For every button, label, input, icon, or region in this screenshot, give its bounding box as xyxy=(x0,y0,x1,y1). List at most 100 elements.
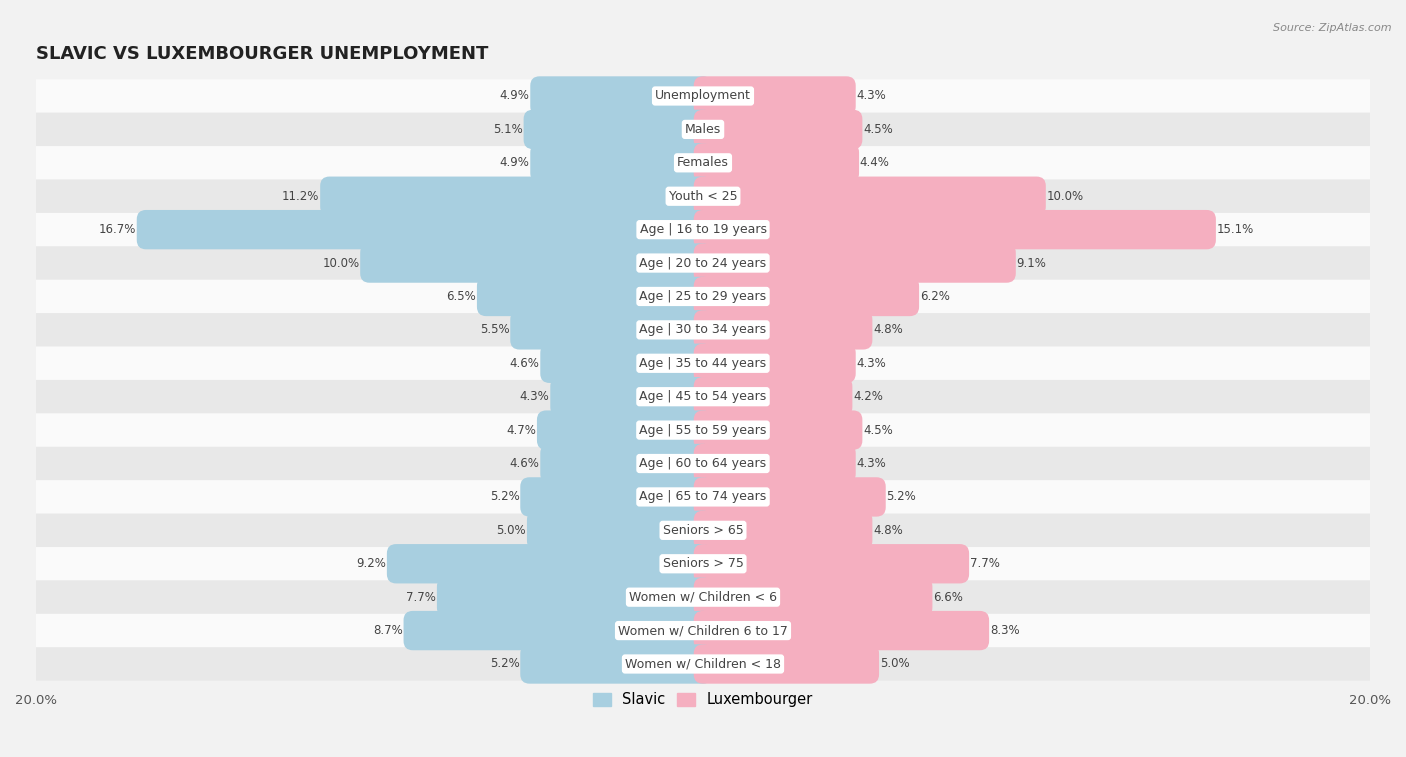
Text: 6.6%: 6.6% xyxy=(934,590,963,603)
Text: Seniors > 75: Seniors > 75 xyxy=(662,557,744,570)
Text: 5.2%: 5.2% xyxy=(489,658,520,671)
Text: Age | 60 to 64 years: Age | 60 to 64 years xyxy=(640,457,766,470)
Text: Age | 45 to 54 years: Age | 45 to 54 years xyxy=(640,390,766,403)
Text: Males: Males xyxy=(685,123,721,136)
Text: 8.7%: 8.7% xyxy=(373,624,404,637)
FancyBboxPatch shape xyxy=(693,277,920,316)
FancyBboxPatch shape xyxy=(693,176,1046,216)
FancyBboxPatch shape xyxy=(530,143,713,182)
Text: 4.6%: 4.6% xyxy=(510,357,540,369)
Text: 4.5%: 4.5% xyxy=(863,424,893,437)
FancyBboxPatch shape xyxy=(523,110,713,149)
FancyBboxPatch shape xyxy=(530,76,713,116)
FancyBboxPatch shape xyxy=(693,410,862,450)
Text: 4.6%: 4.6% xyxy=(510,457,540,470)
FancyBboxPatch shape xyxy=(37,79,1369,113)
FancyBboxPatch shape xyxy=(37,347,1369,380)
Text: SLAVIC VS LUXEMBOURGER UNEMPLOYMENT: SLAVIC VS LUXEMBOURGER UNEMPLOYMENT xyxy=(37,45,488,64)
FancyBboxPatch shape xyxy=(37,581,1369,614)
Text: 4.9%: 4.9% xyxy=(499,156,530,170)
Text: 5.2%: 5.2% xyxy=(489,491,520,503)
FancyBboxPatch shape xyxy=(693,143,859,182)
Text: 11.2%: 11.2% xyxy=(283,190,319,203)
Text: 6.5%: 6.5% xyxy=(447,290,477,303)
Legend: Slavic, Luxembourger: Slavic, Luxembourger xyxy=(588,687,818,713)
FancyBboxPatch shape xyxy=(693,377,852,416)
FancyBboxPatch shape xyxy=(537,410,713,450)
Text: 4.8%: 4.8% xyxy=(873,323,903,336)
FancyBboxPatch shape xyxy=(37,547,1369,581)
FancyBboxPatch shape xyxy=(520,644,713,684)
Text: 9.2%: 9.2% xyxy=(356,557,387,570)
FancyBboxPatch shape xyxy=(360,243,713,282)
FancyBboxPatch shape xyxy=(527,511,713,550)
FancyBboxPatch shape xyxy=(510,310,713,350)
Text: Women w/ Children < 18: Women w/ Children < 18 xyxy=(626,658,780,671)
FancyBboxPatch shape xyxy=(437,578,713,617)
Text: 10.0%: 10.0% xyxy=(1046,190,1084,203)
FancyBboxPatch shape xyxy=(37,514,1369,547)
FancyBboxPatch shape xyxy=(37,280,1369,313)
Text: 5.0%: 5.0% xyxy=(880,658,910,671)
FancyBboxPatch shape xyxy=(37,146,1369,179)
Text: 5.1%: 5.1% xyxy=(494,123,523,136)
Text: 5.2%: 5.2% xyxy=(886,491,917,503)
Text: 15.1%: 15.1% xyxy=(1216,223,1254,236)
Text: 16.7%: 16.7% xyxy=(98,223,136,236)
FancyBboxPatch shape xyxy=(540,444,713,483)
FancyBboxPatch shape xyxy=(550,377,713,416)
FancyBboxPatch shape xyxy=(540,344,713,383)
FancyBboxPatch shape xyxy=(37,480,1369,514)
Text: Age | 25 to 29 years: Age | 25 to 29 years xyxy=(640,290,766,303)
FancyBboxPatch shape xyxy=(693,578,932,617)
Text: Age | 20 to 24 years: Age | 20 to 24 years xyxy=(640,257,766,269)
FancyBboxPatch shape xyxy=(321,176,713,216)
Text: Age | 35 to 44 years: Age | 35 to 44 years xyxy=(640,357,766,369)
FancyBboxPatch shape xyxy=(693,444,856,483)
FancyBboxPatch shape xyxy=(404,611,713,650)
Text: Source: ZipAtlas.com: Source: ZipAtlas.com xyxy=(1274,23,1392,33)
FancyBboxPatch shape xyxy=(37,113,1369,146)
FancyBboxPatch shape xyxy=(37,647,1369,681)
Text: Females: Females xyxy=(678,156,728,170)
FancyBboxPatch shape xyxy=(37,246,1369,280)
FancyBboxPatch shape xyxy=(693,344,856,383)
FancyBboxPatch shape xyxy=(693,110,862,149)
Text: 4.3%: 4.3% xyxy=(856,89,886,102)
FancyBboxPatch shape xyxy=(37,447,1369,480)
Text: 5.5%: 5.5% xyxy=(479,323,509,336)
Text: Unemployment: Unemployment xyxy=(655,89,751,102)
FancyBboxPatch shape xyxy=(693,210,1216,249)
Text: Women w/ Children 6 to 17: Women w/ Children 6 to 17 xyxy=(619,624,787,637)
Text: 7.7%: 7.7% xyxy=(406,590,436,603)
Text: 5.0%: 5.0% xyxy=(496,524,526,537)
FancyBboxPatch shape xyxy=(693,611,988,650)
FancyBboxPatch shape xyxy=(520,477,713,516)
FancyBboxPatch shape xyxy=(37,380,1369,413)
Text: Age | 30 to 34 years: Age | 30 to 34 years xyxy=(640,323,766,336)
Text: 10.0%: 10.0% xyxy=(322,257,360,269)
FancyBboxPatch shape xyxy=(136,210,713,249)
Text: 4.9%: 4.9% xyxy=(499,89,530,102)
FancyBboxPatch shape xyxy=(693,243,1015,282)
FancyBboxPatch shape xyxy=(693,511,872,550)
Text: 6.2%: 6.2% xyxy=(920,290,949,303)
FancyBboxPatch shape xyxy=(693,76,856,116)
FancyBboxPatch shape xyxy=(693,477,886,516)
Text: 9.1%: 9.1% xyxy=(1017,257,1046,269)
FancyBboxPatch shape xyxy=(37,179,1369,213)
Text: 4.3%: 4.3% xyxy=(520,390,550,403)
Text: 7.7%: 7.7% xyxy=(970,557,1000,570)
Text: 4.3%: 4.3% xyxy=(856,357,886,369)
Text: Youth < 25: Youth < 25 xyxy=(669,190,737,203)
Text: Seniors > 65: Seniors > 65 xyxy=(662,524,744,537)
Text: 4.7%: 4.7% xyxy=(506,424,536,437)
FancyBboxPatch shape xyxy=(387,544,713,584)
Text: 4.5%: 4.5% xyxy=(863,123,893,136)
FancyBboxPatch shape xyxy=(37,413,1369,447)
FancyBboxPatch shape xyxy=(37,614,1369,647)
Text: Women w/ Children < 6: Women w/ Children < 6 xyxy=(628,590,778,603)
FancyBboxPatch shape xyxy=(477,277,713,316)
Text: 8.3%: 8.3% xyxy=(990,624,1019,637)
Text: Age | 65 to 74 years: Age | 65 to 74 years xyxy=(640,491,766,503)
